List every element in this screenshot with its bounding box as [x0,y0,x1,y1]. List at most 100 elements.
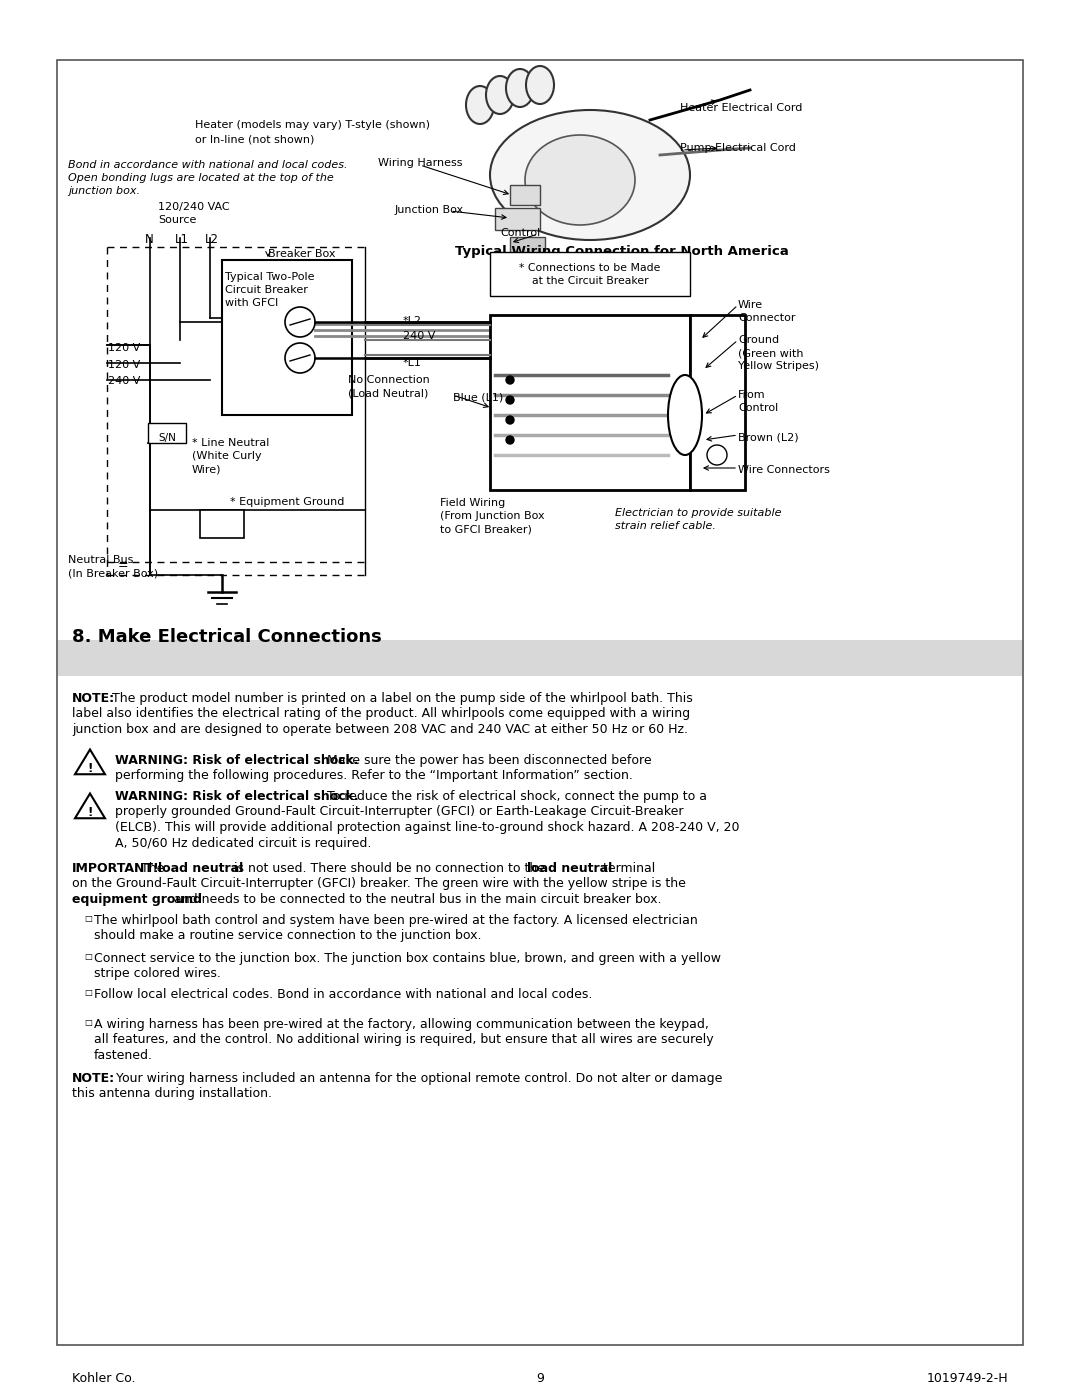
Text: terminal: terminal [599,862,656,875]
Text: 120 V: 120 V [108,360,140,370]
Circle shape [507,416,514,425]
Text: IMPORTANT!: IMPORTANT! [72,862,160,875]
Text: (ELCB). This will provide additional protection against line-to-ground shock haz: (ELCB). This will provide additional pro… [114,821,740,834]
Text: performing the following procedures. Refer to the “Important Information” sectio: performing the following procedures. Ref… [114,770,633,782]
Text: Your wiring harness included an antenna for the optional remote control. Do not : Your wiring harness included an antenna … [112,1071,723,1085]
Bar [148,423,186,443]
Text: with GFCI: with GFCI [225,298,279,307]
Bar [58,640,1022,676]
Text: The whirlpool bath control and system have been pre-wired at the factory. A lice: The whirlpool bath control and system ha… [94,914,698,928]
Text: * Line Neutral: * Line Neutral [192,439,269,448]
Text: Connector: Connector [738,313,796,323]
Text: A, 50/60 Hz dedicated circuit is required.: A, 50/60 Hz dedicated circuit is require… [114,837,372,849]
Text: Open bonding lugs are located at the top of the: Open bonding lugs are located at the top… [68,173,334,183]
Text: is not used. There should be no connection to the: is not used. There should be no connecti… [230,862,549,875]
Ellipse shape [526,66,554,103]
Bar [490,314,690,490]
Text: Wire Connectors: Wire Connectors [738,465,829,475]
Text: 120 V: 120 V [108,344,140,353]
Ellipse shape [507,68,534,108]
Text: Breaker Box: Breaker Box [268,249,336,258]
Circle shape [707,446,727,465]
Text: Neutral Bus: Neutral Bus [68,555,133,564]
Text: 1019749-2-H: 1019749-2-H [927,1372,1008,1384]
Circle shape [507,436,514,444]
Text: *L1: *L1 [403,358,422,367]
Text: Control: Control [500,228,540,237]
Text: Brown (L2): Brown (L2) [738,433,798,443]
Text: □: □ [84,1018,92,1027]
Ellipse shape [525,136,635,225]
Text: Yellow Stripes): Yellow Stripes) [738,360,819,372]
Text: stripe colored wires.: stripe colored wires. [94,968,221,981]
Bar [495,208,540,231]
Text: 8. Make Electrical Connections: 8. Make Electrical Connections [72,629,381,645]
Text: properly grounded Ground-Fault Circuit-Interrupter (GFCI) or Earth-Leakage Circu: properly grounded Ground-Fault Circuit-I… [114,806,684,819]
Text: (Green with: (Green with [738,348,804,358]
Text: Kohler Co.: Kohler Co. [72,1372,135,1384]
Text: □: □ [84,988,92,997]
Text: No Connection: No Connection [348,374,430,386]
Text: Connect service to the junction box. The junction box contains blue, brown, and : Connect service to the junction box. The… [94,951,721,965]
Text: Follow local electrical codes. Bond in accordance with national and local codes.: Follow local electrical codes. Bond in a… [94,988,592,1002]
Bar [222,260,352,415]
Text: (Load Neutral): (Load Neutral) [348,388,429,398]
Text: 9: 9 [536,1372,544,1384]
Bar [690,314,745,490]
Text: label also identifies the electrical rating of the product. All whirlpools come : label also identifies the electrical rat… [72,707,690,721]
Text: to GFCI Breaker): to GFCI Breaker) [440,524,531,534]
Polygon shape [75,750,105,774]
Text: or In-line (not shown): or In-line (not shown) [195,134,314,144]
Text: Field Wiring: Field Wiring [440,497,505,509]
Bar [510,237,545,256]
Text: □: □ [84,914,92,923]
Ellipse shape [669,374,702,455]
Text: junction box and are designed to operate between 208 VAC and 240 VAC at either 5: junction box and are designed to operate… [72,724,688,736]
Text: L1: L1 [175,233,189,246]
Text: Circuit Breaker: Circuit Breaker [225,285,308,295]
Circle shape [285,307,315,337]
Text: Control: Control [738,402,779,414]
Text: *L2: *L2 [403,316,422,326]
Text: Blue (L1): Blue (L1) [453,393,503,402]
Text: and needs to be connected to the neutral bus in the main circuit breaker box.: and needs to be connected to the neutral… [170,893,661,907]
Text: WARNING: Risk of electrical shock.: WARNING: Risk of electrical shock. [114,754,359,767]
Text: Source: Source [158,215,197,225]
Text: The: The [137,862,168,875]
Bar [57,60,1023,1345]
Text: junction box.: junction box. [68,186,140,196]
Text: Typical Wiring Connection for North America: Typical Wiring Connection for North Amer… [455,244,788,258]
Text: !: ! [87,761,93,774]
Text: Wiring Harness: Wiring Harness [378,158,462,168]
Text: !: ! [87,806,93,819]
Text: Junction Box: Junction Box [395,205,464,215]
Text: (From Junction Box: (From Junction Box [440,511,544,521]
Text: Electrician to provide suitable: Electrician to provide suitable [615,509,782,518]
Text: 120/240 VAC: 120/240 VAC [158,203,230,212]
Text: (In Breaker Box): (In Breaker Box) [68,569,158,578]
Text: WARNING: Risk of electrical shock.: WARNING: Risk of electrical shock. [114,789,359,803]
Text: NOTE:: NOTE: [72,1071,116,1085]
Text: Ground: Ground [738,335,779,345]
Text: =: = [110,559,129,571]
Text: From: From [738,390,766,400]
Text: Make sure the power has been disconnected before: Make sure the power has been disconnecte… [323,754,651,767]
Text: on the Ground-Fault Circuit-Interrupter (GFCI) breaker. The green wire with the : on the Ground-Fault Circuit-Interrupter … [72,877,686,890]
Text: this antenna during installation.: this antenna during installation. [72,1087,272,1101]
Text: The product model number is printed on a label on the pump side of the whirlpool: The product model number is printed on a… [112,692,692,705]
Text: * Connections to be Made: * Connections to be Made [519,263,661,272]
Text: * Equipment Ground: * Equipment Ground [230,497,345,507]
Text: Heater Electrical Cord: Heater Electrical Cord [680,103,802,113]
Bar [510,184,540,205]
Text: equipment ground: equipment ground [72,893,202,907]
Text: N: N [145,233,153,246]
Text: Pump Electrical Cord: Pump Electrical Cord [680,142,796,154]
Ellipse shape [486,75,514,115]
Text: load neutral: load neutral [527,862,612,875]
Text: 240 V: 240 V [403,331,435,341]
Text: (White Curly: (White Curly [192,451,261,461]
Text: To reduce the risk of electrical shock, connect the pump to a: To reduce the risk of electrical shock, … [323,789,707,803]
Text: all features, and the control. No additional wiring is required, but ensure that: all features, and the control. No additi… [94,1034,714,1046]
Text: A wiring harness has been pre-wired at the factory, allowing communication betwe: A wiring harness has been pre-wired at t… [94,1018,708,1031]
Text: Typical Two-Pole: Typical Two-Pole [225,272,314,282]
